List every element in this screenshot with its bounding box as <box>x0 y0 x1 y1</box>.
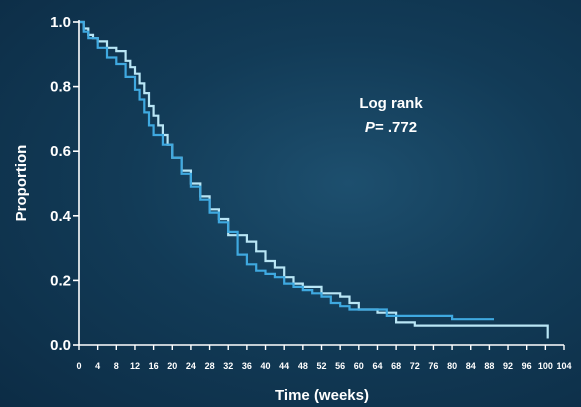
x-tick-label: 60 <box>354 361 364 371</box>
y-tick-label: 1.0 <box>50 14 71 31</box>
x-tick-label: 28 <box>205 361 215 371</box>
y-tick-group: 0.0 0.2 0.4 0.6 0.8 1.0 <box>50 14 79 354</box>
x-tick-group: 0 4 8 12 16 20 24 28 32 36 40 44 48 52 56 60 64 68 72 76 80 8… <box>76 345 572 371</box>
x-tick-label: 24 <box>186 361 196 371</box>
x-tick-label: 68 <box>391 361 401 371</box>
x-tick-label: 76 <box>428 361 438 371</box>
y-tick-label: 0.8 <box>50 79 71 96</box>
x-tick-label: 4 <box>95 361 100 371</box>
plot-series-group <box>79 20 549 339</box>
x-tick-label: 96 <box>522 361 532 371</box>
x-tick-label: 88 <box>484 361 494 371</box>
p-symbol: P <box>365 119 376 136</box>
x-tick-label: 48 <box>298 361 308 371</box>
x-tick-label: 84 <box>466 361 476 371</box>
x-tick-label: 40 <box>261 361 271 371</box>
y-tick-label: 0.0 <box>50 337 71 354</box>
x-tick-label: 32 <box>223 361 233 371</box>
survival-curve-2 <box>79 20 494 321</box>
x-tick-label: 44 <box>279 361 289 371</box>
x-tick-label: 56 <box>335 361 345 371</box>
x-tick-label: 8 <box>114 361 119 371</box>
x-tick-label: 80 <box>447 361 457 371</box>
x-tick-label: 20 <box>167 361 177 371</box>
x-tick-label: 16 <box>149 361 159 371</box>
x-tick-label: 100 <box>538 361 553 371</box>
x-tick-label: 36 <box>242 361 252 371</box>
y-tick-label: 0.2 <box>50 272 71 289</box>
x-tick-label: 52 <box>316 361 326 371</box>
log-rank-label: Log rank <box>359 95 423 112</box>
p-value-label: P= .772 <box>365 119 417 136</box>
x-tick-label: 64 <box>372 361 382 371</box>
x-tick-label: 72 <box>410 361 420 371</box>
survival-curve-1 <box>79 20 549 339</box>
y-tick-label: 0.4 <box>50 208 72 225</box>
x-tick-label: 92 <box>503 361 513 371</box>
x-tick-label: 104 <box>556 361 571 371</box>
x-tick-label: 12 <box>130 361 140 371</box>
y-tick-label: 0.6 <box>50 143 71 160</box>
y-axis-title: Proportion <box>13 145 30 222</box>
p-value: = .772 <box>375 119 417 136</box>
x-axis-title: Time (weeks) <box>275 387 369 404</box>
x-tick-label: 0 <box>76 361 81 371</box>
